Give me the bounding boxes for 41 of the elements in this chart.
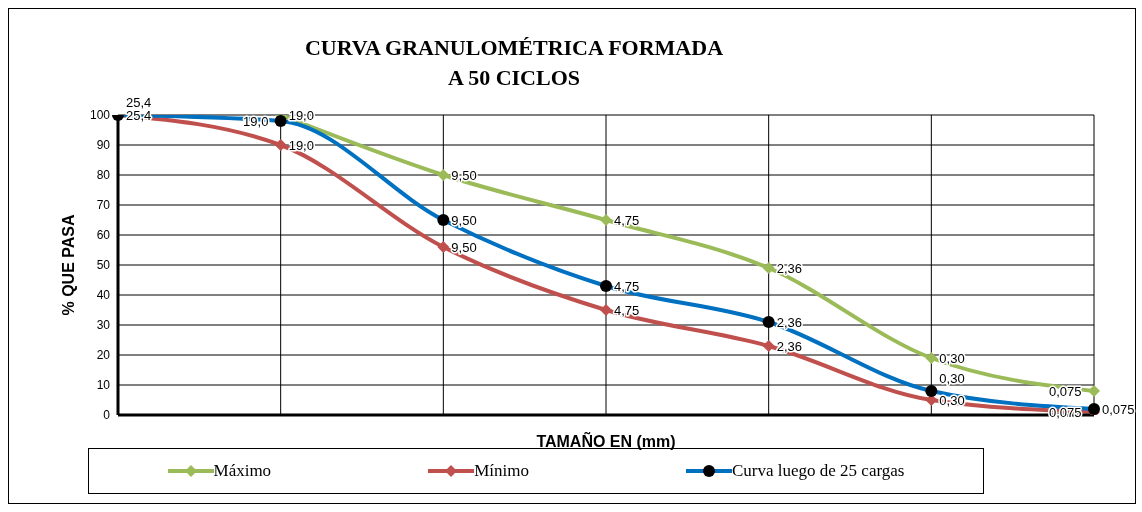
point — [437, 241, 450, 253]
legend-label: Mínimo — [474, 461, 529, 481]
point — [274, 139, 287, 151]
x-axis-title: TAMAÑO EN (mm) — [536, 431, 676, 450]
point — [600, 214, 612, 226]
y-axis-title: % QUE PASA — [59, 214, 77, 316]
y-tick-label: 30 — [96, 318, 111, 333]
legend-label: Máximo — [213, 461, 272, 481]
annotation: 19,0 — [288, 138, 314, 153]
annotation: 19,0 — [288, 108, 314, 123]
y-tick-label: 80 — [96, 168, 111, 183]
y-tick-label: 70 — [96, 198, 111, 213]
text: 25,4 — [126, 95, 152, 110]
point — [925, 352, 938, 364]
legend-label: Curva luego de 25 cargas — [731, 461, 905, 481]
y-tick-label: 60 — [96, 228, 111, 243]
point — [762, 262, 775, 274]
text: 0,075 — [1102, 402, 1135, 417]
y-tick-label: 20 — [96, 348, 111, 363]
point — [437, 169, 450, 181]
annotation: 0,30 — [939, 351, 965, 366]
annotation: 0,075 — [1049, 405, 1082, 420]
annotation: 25,4 — [126, 108, 152, 123]
annotation: 2,36 — [776, 261, 802, 276]
y-tick-label: 40 — [96, 288, 111, 303]
y-tick-label: 100 — [89, 108, 111, 123]
annotation: 0,30 — [939, 393, 965, 408]
annotation: 0,30 — [939, 371, 965, 386]
annotation: 9,50 — [451, 213, 477, 228]
annotation: 2,36 — [776, 339, 802, 354]
point — [1088, 385, 1100, 397]
annotation: 9,50 — [451, 168, 477, 183]
point — [600, 304, 612, 316]
annotation: 2,36 — [776, 315, 802, 330]
point — [762, 340, 775, 352]
y-tick-label: 10 — [96, 378, 111, 393]
y-tick-label: 90 — [96, 138, 111, 153]
chart-title: CURVA GRANULOMÉTRICA FORMADA A 50 CICLOS — [303, 34, 725, 92]
annotation: 9,50 — [451, 240, 477, 255]
y-tick-label: 0 — [103, 408, 111, 423]
y-tick-label: 50 — [96, 258, 111, 273]
